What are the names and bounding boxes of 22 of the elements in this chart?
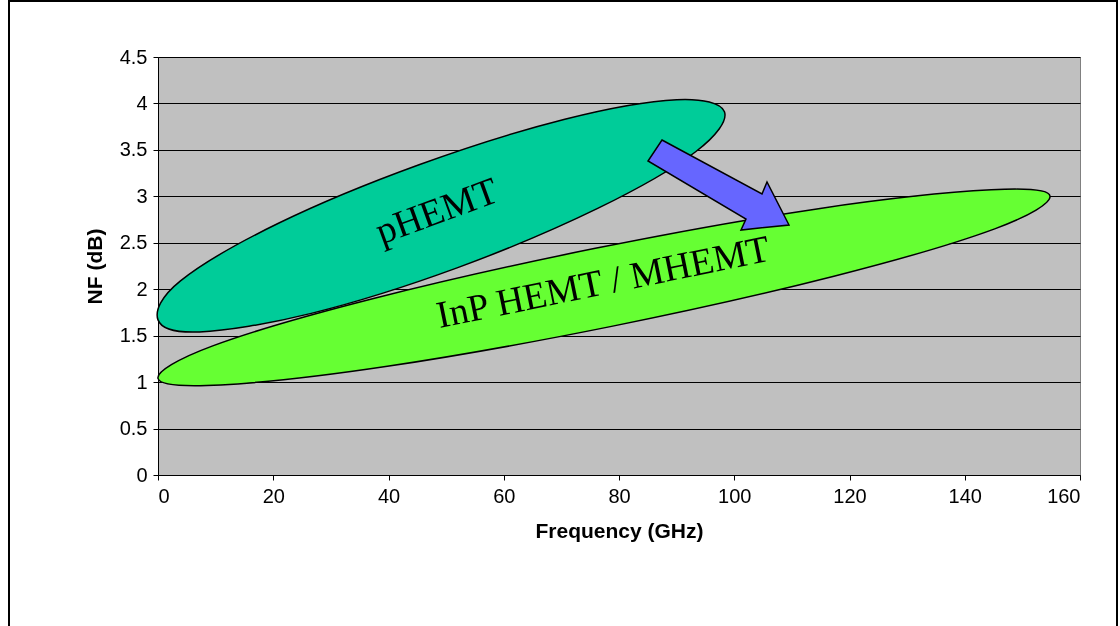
y-tick-label: 1 [136, 370, 148, 393]
series-label: InP HEMT / MHEMT [432, 227, 774, 336]
x-tick-label: 20 [262, 484, 285, 507]
y-tick-label: 4.5 [119, 45, 148, 68]
x-axis-title: Frequency (GHz) [535, 518, 704, 542]
x-tick-label: 60 [493, 484, 516, 507]
y-tick-label: 2 [136, 277, 148, 300]
y-tick-label: 0 [136, 463, 148, 486]
x-tick-label: 120 [833, 484, 867, 507]
x-tick-label: 100 [718, 484, 752, 507]
y-tick-label: 3 [136, 184, 148, 207]
x-tick-label: 160 [1047, 484, 1081, 507]
x-tick-label: 80 [608, 484, 631, 507]
y-tick-label: 4 [136, 91, 148, 114]
y-tick-label: 0.5 [119, 417, 148, 440]
x-tick-label: 0 [158, 484, 170, 507]
x-tick-label: 140 [948, 484, 982, 507]
x-tick-label: 40 [377, 484, 401, 507]
y-tick-label: 3.5 [119, 138, 148, 161]
y-tick-label: 2.5 [119, 231, 148, 254]
y-tick-label: 1.5 [119, 324, 148, 347]
y-axis-title: NF (dB) [82, 228, 106, 305]
